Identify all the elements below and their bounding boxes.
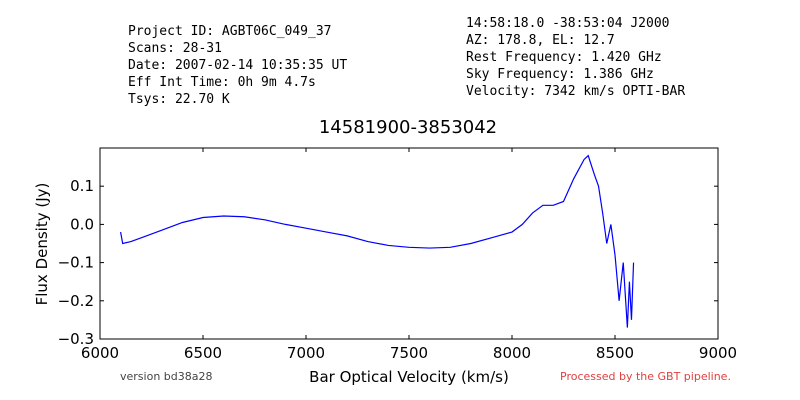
spectrum-line <box>120 154 635 328</box>
header-line: Sky Frequency: 1.386 GHz <box>466 67 654 82</box>
chart-title: 14581900-3853042 <box>319 117 497 138</box>
header-line: Date: 2007-02-14 10:35:35 UT <box>128 58 347 73</box>
x-tick-label: 7500 <box>390 344 428 362</box>
footer-version: version bd38a28 <box>120 370 213 383</box>
footer-pipeline: Processed by the GBT pipeline. <box>560 370 731 383</box>
y-tick-label: 0.1 <box>70 177 94 195</box>
x-tick-label: 6500 <box>184 344 222 362</box>
x-tick-label: 8500 <box>596 344 634 362</box>
x-axis-label: Bar Optical Velocity (km/s) <box>309 368 509 386</box>
y-tick-label: −0.1 <box>58 254 94 272</box>
header-line: AZ: 178.8, EL: 12.7 <box>466 33 615 48</box>
x-tick-label: 7000 <box>287 344 325 362</box>
header-line: Tsys: 22.70 K <box>128 92 230 107</box>
header-line: Eff Int Time: 0h 9m 4.7s <box>128 75 316 90</box>
header-line: 14:58:18.0 -38:53:04 J2000 <box>466 16 670 31</box>
y-tick-label: −0.2 <box>58 292 94 310</box>
x-tick-label: 8000 <box>493 344 531 362</box>
x-tick-label: 6000 <box>81 344 119 362</box>
y-tick-label: 0.0 <box>70 215 94 233</box>
y-tick-label: −0.3 <box>58 330 94 348</box>
x-tick-label: 9000 <box>699 344 737 362</box>
y-axis-label: Flux Density (Jy) <box>33 183 51 306</box>
header-line: Velocity: 7342 km/s OPTI-BAR <box>466 84 685 99</box>
header-line: Scans: 28-31 <box>128 41 222 56</box>
header-line: Rest Frequency: 1.420 GHz <box>466 50 662 65</box>
header-line: Project ID: AGBT06C_049_37 <box>128 24 332 39</box>
